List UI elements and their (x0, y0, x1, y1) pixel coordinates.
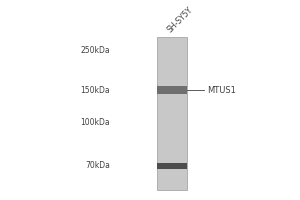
Text: 250kDa: 250kDa (81, 46, 110, 55)
Text: MTUS1: MTUS1 (207, 86, 236, 95)
Bar (158, 86, 187, 94)
Text: SH-SY5Y: SH-SY5Y (166, 5, 195, 34)
Text: 70kDa: 70kDa (85, 161, 110, 170)
Bar (158, 163, 187, 169)
Bar (158, 37, 187, 190)
Text: 150kDa: 150kDa (81, 86, 110, 95)
Text: 100kDa: 100kDa (81, 118, 110, 127)
